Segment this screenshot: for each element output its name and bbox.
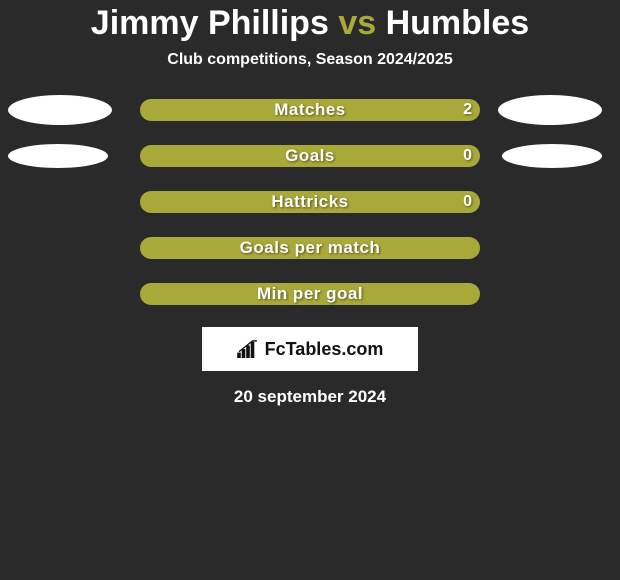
stat-row: Goals 0	[0, 145, 620, 167]
stat-label: Matches	[274, 100, 346, 120]
stat-row: Matches 2	[0, 99, 620, 121]
logo-chart-icon	[237, 340, 259, 358]
stat-label: Min per goal	[257, 284, 363, 304]
stat-bar: Min per goal	[140, 283, 480, 305]
comparison-infographic: Jimmy Phillips vs Humbles Club competiti…	[0, 0, 620, 580]
stat-label: Hattricks	[271, 192, 348, 212]
logo-box: FcTables.com	[202, 327, 418, 371]
date-text: 20 september 2024	[0, 387, 620, 407]
left-ellipse	[8, 144, 108, 168]
stat-label: Goals	[285, 146, 335, 166]
title-player2: Humbles	[386, 4, 530, 42]
stat-label: Goals per match	[240, 238, 381, 258]
stat-value: 2	[463, 101, 472, 119]
logo-text: FcTables.com	[265, 339, 384, 360]
subtitle: Club competitions, Season 2024/2025	[0, 51, 620, 69]
title-vs: vs	[338, 4, 376, 42]
stat-row: Min per goal	[0, 283, 620, 305]
title: Jimmy Phillips vs Humbles	[0, 4, 620, 43]
stat-bar: Goals 0	[140, 145, 480, 167]
stat-bar: Hattricks 0	[140, 191, 480, 213]
stat-row: Goals per match	[0, 237, 620, 259]
title-player1: Jimmy Phillips	[91, 4, 329, 42]
stat-bar: Matches 2	[140, 99, 480, 121]
stat-row: Hattricks 0	[0, 191, 620, 213]
left-ellipse	[8, 95, 112, 125]
stats-list: Matches 2 Goals 0 Hattricks 0 Goals per match M…	[0, 99, 620, 305]
right-ellipse	[502, 144, 602, 168]
stat-value: 0	[463, 193, 472, 211]
stat-value: 0	[463, 147, 472, 165]
right-ellipse	[498, 95, 602, 125]
stat-bar: Goals per match	[140, 237, 480, 259]
